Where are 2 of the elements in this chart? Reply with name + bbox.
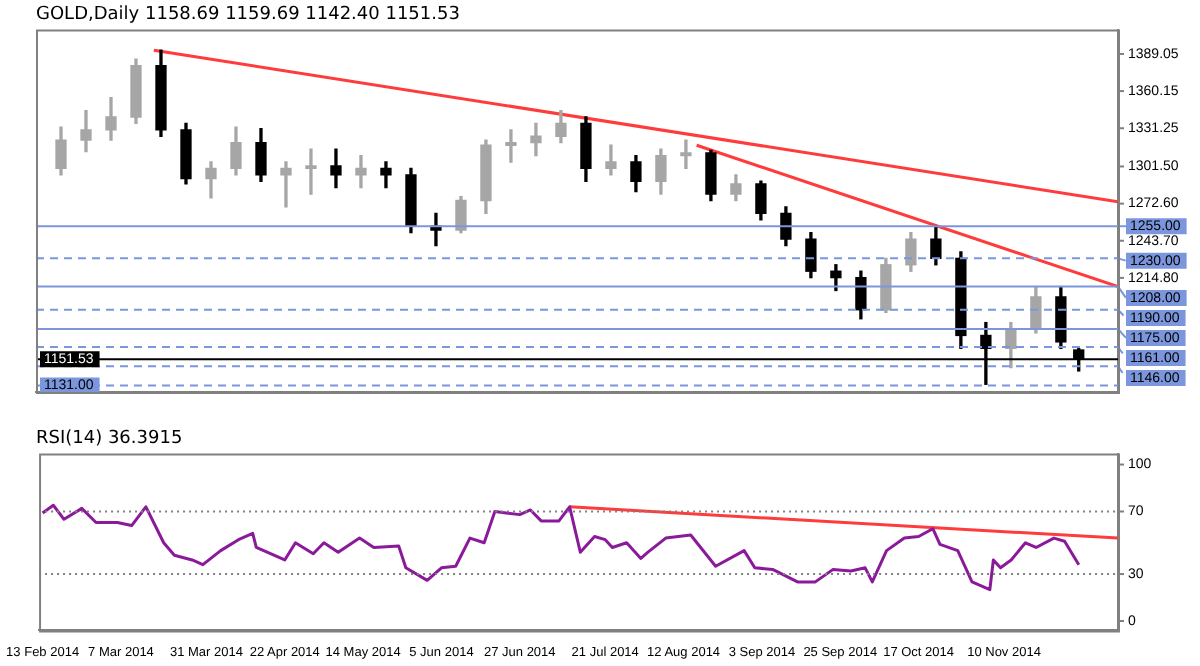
chart-title: RSI(14) 36.3915 (36, 429, 183, 450)
chart-title: GOLD,Daily 1158.69 1159.69 1142.40 1151.53 (36, 5, 460, 26)
